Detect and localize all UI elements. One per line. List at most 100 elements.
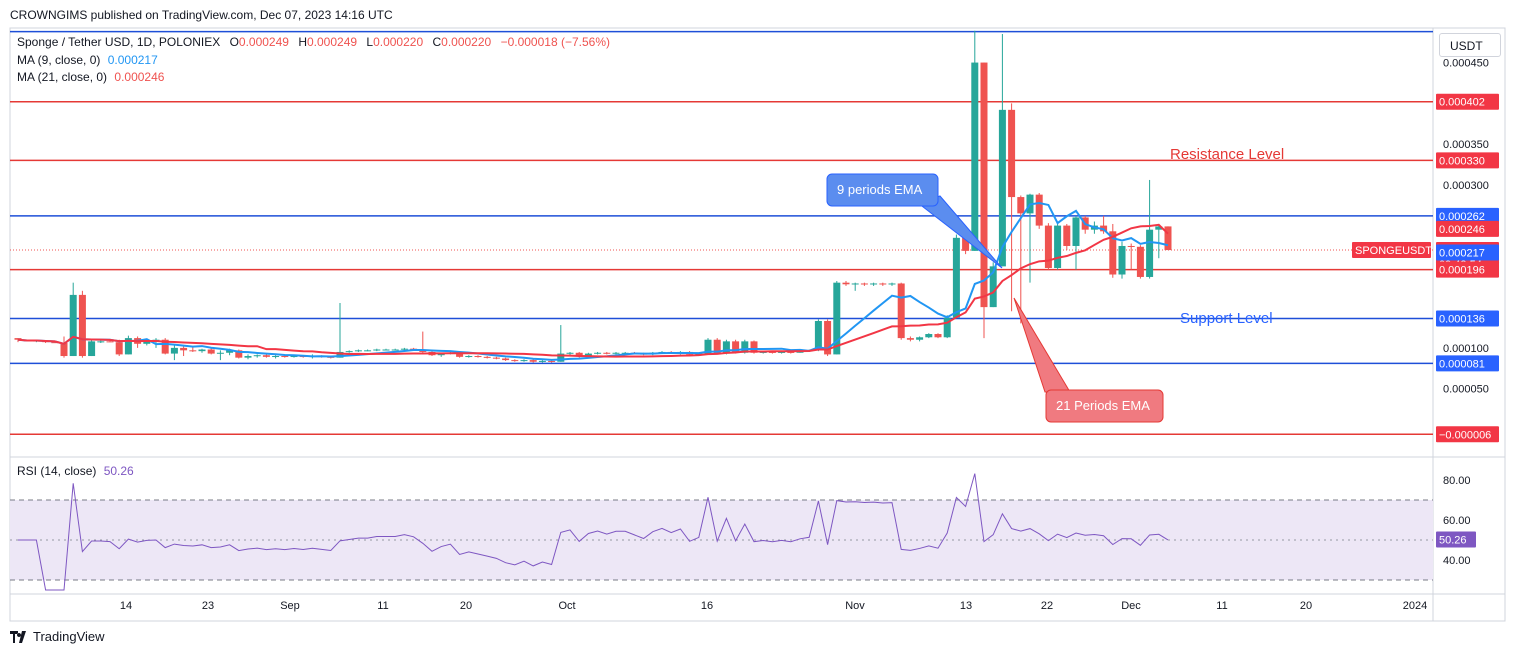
candle-body[interactable] (1164, 226, 1172, 251)
candle-body[interactable] (60, 342, 68, 357)
candle-body[interactable] (69, 294, 77, 357)
candle-body[interactable] (1109, 231, 1117, 275)
candle-body[interactable] (943, 317, 951, 338)
candle-body[interactable] (474, 356, 482, 358)
candle-body[interactable] (502, 358, 510, 361)
candle-body[interactable] (180, 347, 188, 351)
candle-body[interactable] (281, 356, 289, 358)
candle-body[interactable] (345, 351, 353, 353)
candle-body[interactable] (198, 349, 206, 352)
ma21-legend[interactable]: MA (21, close, 0) 0.000246 (17, 70, 164, 84)
candle-body[interactable] (1063, 225, 1071, 246)
candle-body[interactable] (732, 341, 740, 353)
candle-body[interactable] (1118, 245, 1126, 275)
candle-body[interactable] (787, 351, 795, 353)
candle-body[interactable] (189, 350, 197, 352)
candle-body[interactable] (216, 352, 224, 354)
candle-body[interactable] (594, 352, 602, 354)
candle-body[interactable] (888, 283, 896, 285)
candle-body[interactable] (925, 334, 933, 338)
candle-body[interactable] (97, 341, 105, 343)
candle-body[interactable] (980, 62, 988, 308)
candle-body[interactable] (235, 350, 243, 358)
candle-body[interactable] (1008, 109, 1016, 198)
ma21-line[interactable] (17, 223, 1169, 358)
candle-body[interactable] (971, 62, 979, 251)
candle-body[interactable] (51, 342, 59, 344)
ema21-callout-box[interactable] (1045, 389, 1164, 423)
candle-body[interactable] (870, 283, 878, 285)
candle-body[interactable] (824, 320, 832, 355)
candle-body[interactable] (465, 356, 473, 358)
candle-body[interactable] (1146, 229, 1154, 277)
candle-body[interactable] (934, 334, 942, 338)
candle-body[interactable] (78, 294, 86, 357)
candle-body[interactable] (226, 350, 234, 353)
candle-body[interactable] (272, 356, 280, 358)
candle-body[interactable] (124, 338, 132, 355)
candle-body[interactable] (400, 348, 408, 350)
candle-body[interactable] (989, 266, 997, 308)
candle-body[interactable] (768, 351, 776, 353)
tradingview-logo[interactable]: TradingView (10, 629, 105, 644)
candle-body[interactable] (722, 341, 730, 354)
candle-body[interactable] (14, 338, 22, 340)
candle-body[interactable] (511, 360, 519, 362)
rsi-line[interactable] (18, 473, 1169, 591)
candle-body[interactable] (704, 339, 712, 354)
candle-body[interactable] (253, 355, 261, 357)
candle-body[interactable] (1072, 217, 1080, 246)
candle-body[interactable] (879, 283, 887, 285)
candle-body[interactable] (354, 350, 362, 352)
candle-body[interactable] (842, 282, 850, 285)
candle-body[interactable] (1054, 225, 1062, 268)
candle-body[interactable] (916, 337, 924, 340)
candle-body[interactable] (621, 352, 629, 354)
candle-body[interactable] (1044, 225, 1052, 268)
symbol-title[interactable]: Sponge / Tether USD, 1D, POLONIEX (17, 35, 221, 49)
candle-body[interactable] (373, 349, 381, 351)
candle-body[interactable] (1127, 245, 1135, 247)
rsi-legend[interactable]: RSI (14, close) 50.26 (17, 464, 134, 478)
candle-body[interactable] (778, 351, 786, 353)
candle-body[interactable] (833, 282, 841, 355)
candle-body[interactable] (143, 340, 151, 344)
candle-body[interactable] (456, 352, 464, 357)
candle-body[interactable] (575, 352, 583, 357)
candle-body[interactable] (207, 349, 215, 354)
candle-body[interactable] (612, 352, 620, 354)
candle-body[interactable] (88, 341, 96, 357)
candle-body[interactable] (906, 338, 914, 340)
candle-body[interactable] (161, 339, 169, 354)
candle-body[interactable] (290, 356, 298, 358)
candle-body[interactable] (584, 353, 592, 357)
candle-body[interactable] (170, 347, 178, 354)
candle-body[interactable] (548, 360, 556, 362)
candle-body[interactable] (566, 352, 574, 354)
candle-body[interactable] (814, 320, 822, 351)
candle-body[interactable] (741, 341, 749, 353)
ma9-legend[interactable]: MA (9, close, 0) 0.000217 (17, 53, 158, 67)
candle-body[interactable] (851, 283, 859, 285)
candle-body[interactable] (750, 341, 758, 353)
candle-body[interactable] (520, 360, 528, 362)
currency-button[interactable]: USDT (1439, 33, 1501, 57)
candle-body[interactable] (603, 352, 611, 354)
candle-body[interactable] (759, 351, 767, 353)
candle-body[interactable] (115, 342, 123, 355)
candle-body[interactable] (483, 356, 491, 358)
candle-body[interactable] (962, 237, 970, 251)
candle-body[interactable] (998, 109, 1006, 267)
candle-body[interactable] (244, 356, 252, 358)
candle-body[interactable] (262, 355, 270, 357)
candle-body[interactable] (952, 237, 960, 318)
candle-body[interactable] (713, 339, 721, 354)
candle-body[interactable] (364, 350, 372, 352)
candle-body[interactable] (860, 283, 868, 285)
candle-body[interactable] (492, 357, 500, 359)
candle-body[interactable] (538, 360, 546, 362)
candle-body[interactable] (106, 341, 114, 343)
candle-body[interactable] (1155, 226, 1163, 230)
candle-body[interactable] (382, 349, 390, 351)
